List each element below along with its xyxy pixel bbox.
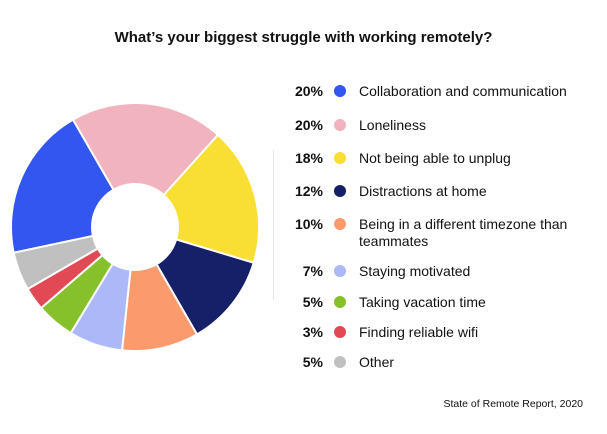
legend-percent: 12% bbox=[294, 183, 323, 199]
legend: 20% Collaboration and communication 20% … bbox=[283, 0, 603, 434]
legend-label: Distractions at home bbox=[359, 183, 487, 199]
legend-percent: 5% bbox=[302, 294, 323, 310]
donut-hole bbox=[91, 183, 179, 271]
donut-slice bbox=[71, 102, 220, 229]
legend-swatch bbox=[334, 119, 346, 131]
legend-swatch bbox=[334, 85, 346, 97]
legend-label: Other bbox=[359, 354, 395, 370]
donut-chart bbox=[10, 102, 260, 352]
legend-swatch bbox=[334, 152, 346, 164]
legend-swatch bbox=[334, 185, 346, 197]
legend-label: Being in a different timezone than teamm… bbox=[359, 216, 568, 249]
legend-percent: 3% bbox=[302, 324, 323, 340]
legend-percent: 7% bbox=[302, 263, 323, 279]
divider-line bbox=[273, 150, 274, 300]
legend-swatch bbox=[334, 218, 346, 230]
legend-swatch bbox=[334, 326, 346, 338]
legend-swatch bbox=[334, 356, 346, 368]
legend-label: Staying motivated bbox=[359, 263, 471, 279]
legend-swatch bbox=[334, 265, 346, 277]
legend-percent: 18% bbox=[294, 150, 323, 166]
legend-swatch bbox=[334, 296, 346, 308]
source-note: State of Remote Report, 2020 bbox=[443, 398, 584, 410]
legend-label: Loneliness bbox=[359, 117, 426, 133]
legend-percent: 20% bbox=[294, 83, 323, 99]
chart-title: What’s your biggest struggle with workin… bbox=[114, 29, 493, 46]
legend-label: Taking vacation time bbox=[359, 294, 486, 310]
legend-label: Finding reliable wifi bbox=[359, 324, 479, 340]
legend-label: Not being able to unplug bbox=[359, 150, 511, 166]
legend-percent: 5% bbox=[302, 354, 323, 370]
legend-percent: 20% bbox=[294, 117, 323, 133]
legend-label: Collaboration and communication bbox=[359, 83, 567, 99]
legend-percent: 10% bbox=[294, 216, 323, 232]
